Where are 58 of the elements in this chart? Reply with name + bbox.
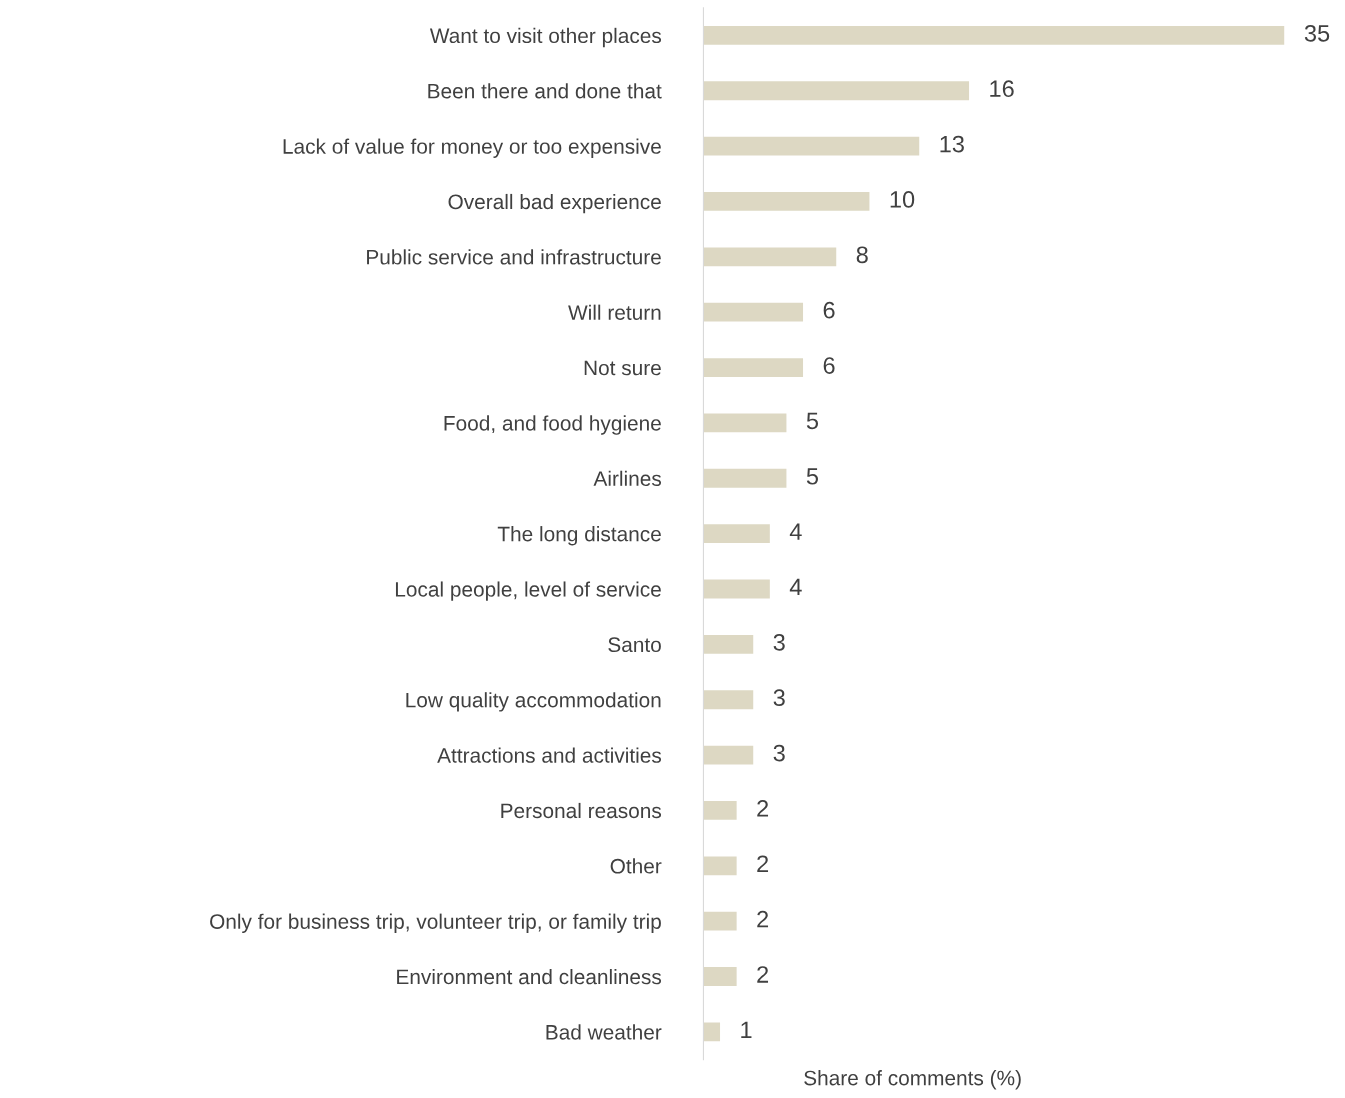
data-label: 6 <box>823 301 835 319</box>
y-tick-label: Food, and food hygiene <box>444 415 661 435</box>
bar <box>703 81 970 101</box>
y-tick-label: Public service and infrastructure <box>367 249 661 265</box>
y-tick-label: Low quality accommodation <box>406 692 661 712</box>
bar <box>703 801 737 820</box>
y-tick-label: Overall bad experience <box>448 193 661 214</box>
data-label: 8 <box>856 246 868 264</box>
y-tick-label: Other <box>610 858 662 874</box>
data-label: 35 <box>1304 24 1330 42</box>
bar <box>703 856 737 876</box>
y-tick-label: Personal reasons <box>501 802 662 819</box>
data-label: 3 <box>773 633 785 651</box>
y-tick-label: Environment and cleanliness <box>397 968 662 985</box>
data-label: 2 <box>757 800 769 817</box>
y-tick-label: Bad weather <box>546 1024 662 1040</box>
bar <box>703 192 870 211</box>
data-label: 4 <box>789 523 802 540</box>
y-tick-label: Lack of value for money or too expensive <box>283 138 661 158</box>
y-tick-label: Santo <box>608 637 661 653</box>
data-label: 1 <box>741 1021 752 1038</box>
bar <box>703 302 804 322</box>
data-label: 2 <box>757 966 769 983</box>
data-label: 5 <box>806 468 819 485</box>
data-label: 6 <box>823 357 835 374</box>
bar <box>703 247 837 267</box>
y-tick-label: Want to visit other places <box>429 27 662 48</box>
data-label: 3 <box>773 744 785 762</box>
data-label: 5 <box>806 412 819 430</box>
bar <box>703 911 737 931</box>
y-tick-label: Local people, level of service <box>395 581 661 601</box>
y-tick-label: Only for business trip, volunteer trip, or family trip <box>210 913 661 934</box>
y-tick-label: Been there and done that <box>428 83 662 99</box>
x-axis-title: Share of comments (%) <box>804 1070 1021 1090</box>
y-tick-label: Attractions and activities <box>437 747 662 763</box>
bar <box>703 690 754 710</box>
data-label: 2 <box>757 855 769 872</box>
bar <box>703 524 770 544</box>
y-tick-label: The long distance <box>497 526 661 546</box>
data-label: 4 <box>789 578 802 596</box>
bar <box>703 579 770 599</box>
bar <box>703 413 787 433</box>
bar <box>703 136 920 156</box>
data-label: 10 <box>890 191 915 208</box>
bar <box>703 1022 721 1042</box>
data-label: 16 <box>990 80 1014 98</box>
y-tick-label: Not sure <box>584 360 661 376</box>
bar <box>703 358 804 377</box>
bar <box>703 967 737 986</box>
bar <box>703 25 1285 45</box>
data-label: 13 <box>940 135 964 153</box>
bar <box>703 634 754 654</box>
data-label: 2 <box>757 910 769 928</box>
y-tick-label: Airlines <box>593 470 662 487</box>
bar <box>703 745 754 765</box>
data-label: 3 <box>773 689 785 707</box>
y-tick-label: Will return <box>568 304 661 320</box>
bar <box>703 468 787 488</box>
